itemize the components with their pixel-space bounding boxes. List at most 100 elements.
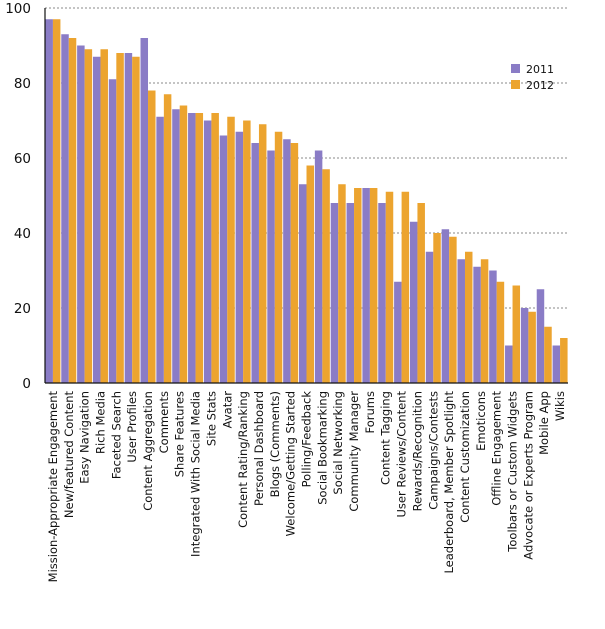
- bar-2011: [172, 109, 180, 383]
- bar-2011: [267, 150, 275, 383]
- bar-2012: [148, 90, 156, 383]
- bar-2011: [552, 345, 561, 383]
- y-tick-label: 60: [14, 151, 31, 167]
- x-tick-label: Social Bookmarking: [315, 391, 329, 505]
- bar-2012: [433, 233, 441, 383]
- bar-2011: [156, 116, 164, 383]
- bar-2011: [457, 259, 465, 383]
- bar-2012: [290, 143, 299, 383]
- y-axis-ticks: 0 20 40 60 80 100: [5, 1, 31, 392]
- bar-2011: [283, 139, 291, 383]
- bar-2011: [251, 143, 259, 383]
- x-tick-label: Mobile App: [537, 391, 551, 455]
- bar-2011: [314, 150, 323, 383]
- x-tick-label: Social Networking: [331, 391, 345, 495]
- y-tick-label: 80: [14, 76, 31, 92]
- bar-2011: [140, 38, 149, 383]
- bar-2011: [219, 135, 228, 383]
- bar-2012: [132, 56, 140, 383]
- bar-2011: [473, 266, 481, 383]
- x-tick-label: Toolbars or Custom Widgets: [506, 391, 520, 553]
- bar-2012: [354, 188, 362, 383]
- y-tick-label: 0: [22, 376, 31, 392]
- bar-2012: [385, 191, 394, 383]
- x-tick-label: Comments: [157, 391, 171, 453]
- axes: [44, 8, 568, 384]
- x-tick-label: Blogs (Comments): [268, 391, 282, 497]
- bar-2012: [227, 116, 235, 383]
- x-tick-label: Personal Dashboard: [252, 391, 266, 506]
- x-tick-label: Content Tagging: [379, 391, 393, 485]
- x-tick-label: Offline Engagement: [490, 391, 504, 506]
- y-tick-label: 100: [5, 1, 31, 17]
- bar-2012: [449, 236, 457, 383]
- bar-2012: [544, 326, 552, 383]
- bar-2012: [274, 131, 283, 383]
- bar-2011: [394, 281, 402, 383]
- x-tick-label: Forums: [363, 391, 377, 433]
- x-tick-label: Leaderboard, Member Spotlight: [442, 391, 456, 574]
- x-tick-label: Share Features: [173, 391, 187, 477]
- bar-2012: [464, 251, 473, 383]
- bar-2012: [496, 281, 505, 383]
- legend-swatch-2012: [511, 80, 520, 89]
- x-tick-label: Content Aggregation: [141, 391, 155, 511]
- bar-2011: [108, 79, 117, 383]
- x-tick-label: Rewards/Recognition: [410, 391, 424, 511]
- bar-2012: [68, 38, 77, 383]
- x-tick-label: User Reviews/Content: [395, 391, 409, 518]
- bar-2011: [362, 188, 370, 383]
- bar-2011: [425, 251, 434, 383]
- bar-2011: [346, 203, 355, 383]
- bar-2012: [52, 19, 61, 383]
- legend-swatch-2011: [511, 64, 520, 73]
- bar-2011: [45, 19, 53, 383]
- bar-2012: [306, 165, 314, 383]
- bar-2011: [378, 203, 386, 383]
- bar-2012: [560, 338, 568, 383]
- bar-2012: [258, 124, 267, 383]
- bar-2012: [195, 113, 204, 383]
- y-tick-label: 40: [14, 226, 31, 242]
- bar-2012: [211, 113, 219, 383]
- legend-label-2011: 2011: [526, 63, 554, 76]
- x-tick-label: Rich Media: [93, 391, 107, 454]
- bar-2012: [322, 169, 330, 383]
- bar-2012: [338, 184, 346, 383]
- bar-2011: [505, 345, 513, 383]
- bar-2011: [409, 221, 418, 383]
- bar-2012: [100, 49, 108, 383]
- x-tick-label: Emoticons: [474, 391, 488, 451]
- x-tick-label: Wikis: [553, 391, 567, 421]
- bar-2011: [536, 289, 545, 383]
- bar-2011: [235, 131, 244, 383]
- bar-2011: [203, 120, 212, 383]
- bar-2012: [401, 191, 410, 383]
- bar-2011: [489, 270, 497, 383]
- bar-2011: [520, 308, 529, 383]
- x-tick-label: New/featured Content: [62, 391, 76, 519]
- bar-2012: [116, 53, 124, 383]
- x-tick-label: Integrated With Social Media: [189, 391, 203, 557]
- bar-2011: [330, 203, 339, 383]
- bar-2012: [480, 259, 489, 383]
- bar-2012: [84, 49, 93, 383]
- bar-2012: [512, 285, 521, 383]
- x-tick-label: Avatar: [220, 391, 234, 429]
- legend: 2011 2012: [511, 63, 554, 92]
- x-tick-label: Campaigns/Contests: [426, 391, 440, 510]
- x-tick-label: Polling/Feedback: [300, 391, 314, 488]
- x-tick-label: Content Rating/Ranking: [236, 391, 250, 528]
- bar-2012: [417, 203, 425, 383]
- bar-2011: [188, 113, 196, 383]
- x-tick-label: User Profiles: [125, 391, 139, 463]
- x-axis-labels: Mission-Appropriate Engagement New/featur…: [46, 391, 567, 583]
- x-tick-label: Content Customization: [458, 391, 472, 523]
- bar-2012: [528, 311, 536, 383]
- x-tick-label: Community Manager: [347, 391, 361, 512]
- bar-2011: [77, 45, 85, 383]
- y-tick-label: 20: [14, 301, 31, 317]
- bar-2011: [61, 34, 69, 383]
- x-tick-label: Mission-Appropriate Engagement: [46, 391, 60, 583]
